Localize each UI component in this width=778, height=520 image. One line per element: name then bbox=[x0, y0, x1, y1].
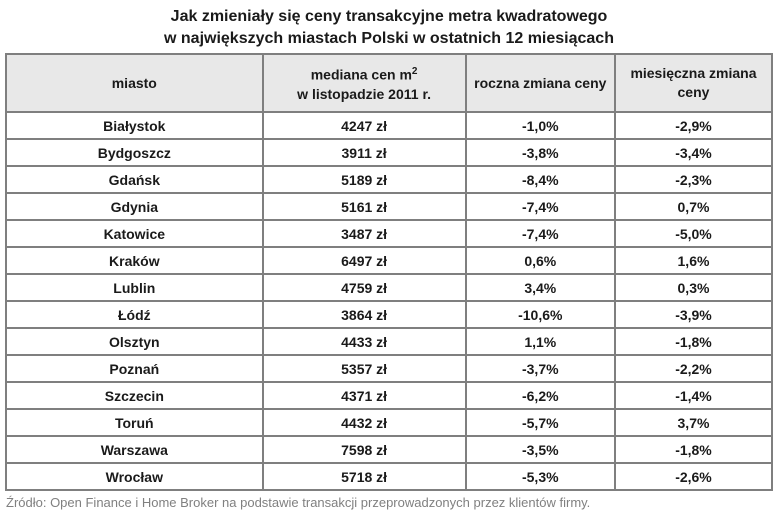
col-header-median-line1: mediana cen m bbox=[310, 66, 412, 83]
cell-median-price: 5161 zł bbox=[261, 192, 467, 221]
cell-median-price: 4247 zł bbox=[261, 111, 467, 140]
cell-city: Warszawa bbox=[5, 435, 264, 464]
cell-median-price: 4433 zł bbox=[261, 327, 467, 356]
col-header-median: mediana cen m2 w listopadzie 2011 r. bbox=[261, 53, 467, 113]
cell-city: Bydgoszcz bbox=[5, 138, 264, 167]
cell-monthly-change: -2,3% bbox=[613, 165, 774, 194]
cell-yearly-change: -3,5% bbox=[464, 435, 616, 464]
cell-yearly-change: 1,1% bbox=[464, 327, 616, 356]
cell-monthly-change: -1,8% bbox=[613, 435, 774, 464]
cell-yearly-change: -1,0% bbox=[464, 111, 616, 140]
cell-monthly-change: 3,7% bbox=[613, 408, 774, 437]
cell-city: Olsztyn bbox=[5, 327, 264, 356]
table-body: Białystok 4247 zł -1,0% -2,9% Bydgoszcz 3911 … bbox=[5, 111, 774, 491]
table-row: Białystok 4247 zł -1,0% -2,9% bbox=[5, 111, 774, 140]
cell-yearly-change: -3,8% bbox=[464, 138, 616, 167]
cell-median-price: 4759 zł bbox=[261, 273, 467, 302]
page-title-line1: Jak zmieniały się ceny transakcyjne metr… bbox=[170, 8, 608, 25]
cell-yearly-change: 0,6% bbox=[464, 246, 616, 275]
cell-monthly-change: 0,7% bbox=[613, 192, 774, 221]
cell-median-price: 5718 zł bbox=[261, 462, 467, 491]
col-header-city: miasto bbox=[5, 53, 264, 113]
page-title: Jak zmieniały się ceny transakcyjne metr… bbox=[5, 6, 773, 50]
cell-monthly-change: -2,2% bbox=[613, 354, 774, 383]
cell-yearly-change: -5,7% bbox=[464, 408, 616, 437]
cell-median-price: 5189 zł bbox=[261, 165, 467, 194]
cell-monthly-change: -2,6% bbox=[613, 462, 774, 491]
cell-monthly-change: -1,4% bbox=[613, 381, 774, 410]
cell-yearly-change: -6,2% bbox=[464, 381, 616, 410]
cell-median-price: 7598 zł bbox=[261, 435, 467, 464]
cell-monthly-change: -2,9% bbox=[613, 111, 774, 140]
cell-median-price: 4432 zł bbox=[261, 408, 467, 437]
cell-median-price: 3911 zł bbox=[261, 138, 467, 167]
table-row: Kraków 6497 zł 0,6% 1,6% bbox=[5, 246, 774, 275]
cell-median-price: 6497 zł bbox=[261, 246, 467, 275]
col-header-monthly-change: miesięczna zmiana ceny bbox=[613, 53, 774, 113]
table-row: Szczecin 4371 zł -6,2% -1,4% bbox=[5, 381, 774, 410]
cell-city: Szczecin bbox=[5, 381, 264, 410]
cell-monthly-change: -3,9% bbox=[613, 300, 774, 329]
table-row: Bydgoszcz 3911 zł -3,8% -3,4% bbox=[5, 138, 774, 167]
cell-median-price: 5357 zł bbox=[261, 354, 467, 383]
table-row: Poznań 5357 zł -3,7% -2,2% bbox=[5, 354, 774, 383]
col-header-monthly-change-label: miesięczna zmiana ceny bbox=[630, 65, 757, 100]
cell-yearly-change: -10,6% bbox=[464, 300, 616, 329]
table-row: Katowice 3487 zł -7,4% -5,0% bbox=[5, 219, 774, 248]
col-header-yearly-change-label: roczna zmiana ceny bbox=[474, 74, 607, 91]
table-row: Lublin 4759 zł 3,4% 0,3% bbox=[5, 273, 774, 302]
cell-monthly-change: -1,8% bbox=[613, 327, 774, 356]
cell-city: Katowice bbox=[5, 219, 264, 248]
table-header-row: miasto mediana cen m2 w listopadzie 2011… bbox=[5, 53, 774, 113]
table-row: Gdańsk 5189 zł -8,4% -2,3% bbox=[5, 165, 774, 194]
cell-city: Poznań bbox=[5, 354, 264, 383]
page-title-line2: w największych miastach Polski w ostatni… bbox=[164, 30, 614, 47]
cell-median-price: 3487 zł bbox=[261, 219, 467, 248]
cell-yearly-change: -8,4% bbox=[464, 165, 616, 194]
table-row: Wrocław 5718 zł -5,3% -2,6% bbox=[5, 462, 774, 491]
table-row: Warszawa 7598 zł -3,5% -1,8% bbox=[5, 435, 774, 464]
cell-city: Wrocław bbox=[5, 462, 264, 491]
table-row: Toruń 4432 zł -5,7% 3,7% bbox=[5, 408, 774, 437]
col-header-median-line2: w listopadzie 2011 r. bbox=[297, 85, 432, 102]
cell-yearly-change: -7,4% bbox=[464, 192, 616, 221]
col-header-median-sup: 2 bbox=[411, 66, 418, 78]
cell-monthly-change: 0,3% bbox=[613, 273, 774, 302]
table-row: Olsztyn 4433 zł 1,1% -1,8% bbox=[5, 327, 774, 356]
cell-city: Kraków bbox=[5, 246, 264, 275]
price-table: miasto mediana cen m2 w listopadzie 2011… bbox=[5, 53, 774, 491]
cell-yearly-change: -3,7% bbox=[464, 354, 616, 383]
cell-city: Lublin bbox=[5, 273, 264, 302]
cell-city: Gdańsk bbox=[5, 165, 264, 194]
table-row: Łódź 3864 zł -10,6% -3,9% bbox=[5, 300, 774, 329]
cell-city: Toruń bbox=[5, 408, 264, 437]
cell-yearly-change: -5,3% bbox=[464, 462, 616, 491]
cell-monthly-change: -3,4% bbox=[613, 138, 774, 167]
cell-median-price: 3864 zł bbox=[261, 300, 467, 329]
col-header-yearly-change: roczna zmiana ceny bbox=[464, 53, 616, 113]
cell-monthly-change: 1,6% bbox=[613, 246, 774, 275]
source-note: Źródło: Open Finance i Home Broker na po… bbox=[6, 495, 591, 510]
cell-yearly-change: 3,4% bbox=[464, 273, 616, 302]
cell-monthly-change: -5,0% bbox=[613, 219, 774, 248]
cell-city: Łódź bbox=[5, 300, 264, 329]
col-header-city-label: miasto bbox=[111, 74, 157, 91]
cell-city: Białystok bbox=[5, 111, 264, 140]
cell-city: Gdynia bbox=[5, 192, 264, 221]
cell-median-price: 4371 zł bbox=[261, 381, 467, 410]
table-row: Gdynia 5161 zł -7,4% 0,7% bbox=[5, 192, 774, 221]
cell-yearly-change: -7,4% bbox=[464, 219, 616, 248]
